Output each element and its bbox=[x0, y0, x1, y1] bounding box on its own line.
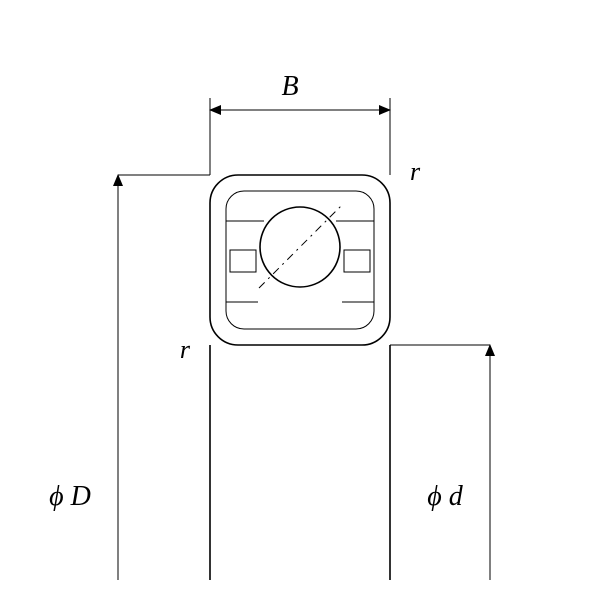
dim-D-letter: D bbox=[70, 481, 91, 512]
ball bbox=[260, 207, 340, 287]
bearing-diagram: Bϕ Dϕ drr bbox=[0, 0, 600, 600]
dim-r-bottom-label: r bbox=[180, 335, 191, 364]
race-slot-right bbox=[344, 250, 370, 272]
dim-D-label: ϕ D bbox=[49, 481, 91, 512]
phi-symbol: ϕ bbox=[49, 481, 64, 512]
dim-d-letter: d bbox=[449, 481, 464, 512]
dim-B-label: B bbox=[281, 71, 298, 102]
dim-r-top-label: r bbox=[410, 157, 421, 186]
phi-symbol: ϕ bbox=[427, 481, 442, 512]
race-slot-left bbox=[230, 250, 256, 272]
dim-d-label: ϕ d bbox=[427, 481, 464, 512]
space bbox=[442, 481, 449, 512]
space bbox=[64, 481, 71, 512]
